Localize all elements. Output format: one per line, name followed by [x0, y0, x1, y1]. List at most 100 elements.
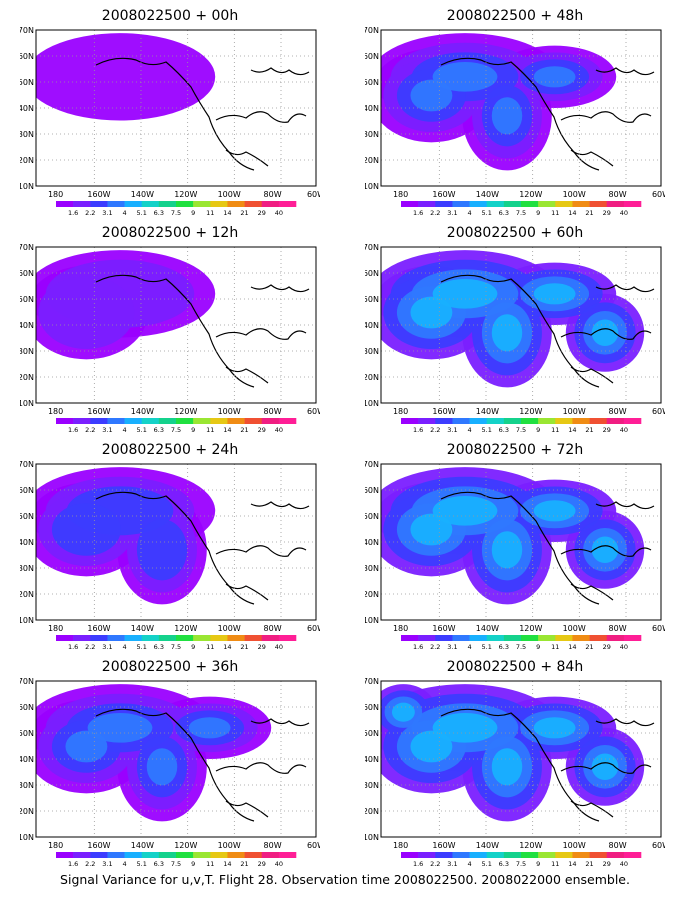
colorbar-swatch: [141, 201, 160, 207]
panel-title: 2008022500 + 00h: [101, 8, 239, 24]
colorbar-label: 3.1: [447, 426, 457, 434]
coastline: [250, 501, 310, 510]
variance-contour: [65, 730, 108, 763]
variance-contour: [491, 314, 523, 352]
colorbar-swatch: [623, 201, 642, 207]
variance-contour: [51, 503, 121, 556]
colorbar-swatch: [401, 635, 419, 641]
colorbar-swatch: [572, 418, 590, 424]
map-plot: 70N 60N 50N 40N 30N 20N 10N 180 160W 140W 120W 100W…: [365, 460, 665, 651]
colorbar-label: 7.5: [171, 643, 181, 651]
colorbar-label: 11: [206, 643, 214, 651]
colorbar-label: 21: [240, 643, 248, 651]
colorbar-swatch: [107, 418, 125, 424]
colorbar-swatch: [141, 852, 160, 858]
colorbar-label: 7.5: [516, 643, 526, 651]
coastline: [595, 718, 655, 727]
colorbar-label: 14: [223, 209, 231, 217]
lat-tick-label: 50N: [365, 295, 379, 304]
lat-tick-label: 60N: [365, 52, 379, 61]
variance-contour: [432, 712, 498, 743]
lon-tick-label: 160W: [432, 407, 455, 416]
lat-tick-label: 60N: [20, 486, 34, 495]
lon-tick-label: 120W: [519, 841, 542, 850]
colorbar-label: 1.6: [68, 643, 78, 651]
lon-tick-label: 80W: [609, 841, 627, 850]
variance-contour: [533, 500, 576, 522]
colorbar-label: 11: [206, 426, 214, 434]
colorbar-swatch: [227, 635, 245, 641]
colorbar-swatch: [623, 852, 642, 858]
lat-tick-label: 50N: [20, 295, 34, 304]
colorbar-label: 5.1: [137, 643, 147, 651]
colorbar-swatch: [555, 635, 573, 641]
colorbar-swatch: [521, 635, 539, 641]
colorbar-label: 2.2: [430, 209, 440, 217]
colorbar-swatch: [278, 201, 297, 207]
colorbar-swatch: [606, 635, 625, 641]
colorbar-swatch: [73, 852, 91, 858]
colorbar-label: 14: [568, 643, 576, 651]
coastline: [595, 284, 655, 293]
lon-tick-label: 60W: [652, 190, 665, 199]
colorbar-label: 6.3: [154, 209, 164, 217]
colorbar-label: 5.1: [482, 426, 492, 434]
colorbar-swatch: [486, 635, 505, 641]
colorbar-swatch: [158, 418, 177, 424]
lat-tick-label: 20N: [365, 156, 379, 165]
panel-12h: 2008022500 + 12h 70N 60N 50N 40N 30N 20N 10N 18…: [20, 225, 320, 435]
lon-tick-label: 80W: [609, 407, 627, 416]
lon-tick-label: 160W: [432, 190, 455, 199]
colorbar-swatch: [124, 635, 143, 641]
lat-tick-label: 30N: [365, 347, 379, 356]
lat-tick-label: 20N: [20, 807, 34, 816]
colorbar-label: 5.1: [137, 860, 147, 868]
coastline: [595, 501, 655, 510]
lat-tick-label: 60N: [20, 269, 34, 278]
colorbar-label: 1.6: [413, 426, 423, 434]
colorbar-swatch: [278, 852, 297, 858]
colorbar-swatch: [572, 852, 590, 858]
lat-tick-label: 10N: [365, 616, 379, 625]
coastline: [215, 762, 307, 774]
variance-contour: [410, 79, 453, 112]
variance-contour: [38, 276, 135, 350]
colorbar-swatch: [124, 418, 143, 424]
variance-contour: [146, 748, 178, 786]
lon-tick-label: 100W: [218, 407, 241, 416]
lon-tick-label: 180: [48, 407, 63, 416]
coastline: [215, 111, 307, 123]
coastline: [225, 583, 269, 601]
colorbar-swatch: [244, 418, 263, 424]
colorbar-label: 1.6: [413, 860, 423, 868]
lat-tick-label: 60N: [20, 703, 34, 712]
colorbar-swatch: [623, 418, 642, 424]
variance-contour: [410, 730, 453, 763]
lat-tick-label: 10N: [20, 399, 34, 408]
lon-tick-label: 120W: [174, 407, 197, 416]
colorbar-label: 2.2: [85, 426, 95, 434]
colorbar-swatch: [435, 635, 453, 641]
colorbar-label: 11: [551, 643, 559, 651]
colorbar-label: 29: [603, 643, 611, 651]
colorbar-swatch: [227, 852, 245, 858]
colorbar-swatch: [244, 635, 263, 641]
lon-tick-label: 140W: [476, 841, 499, 850]
colorbar-swatch: [452, 418, 470, 424]
colorbar-label: 29: [258, 209, 266, 217]
lat-tick-label: 10N: [20, 616, 34, 625]
colorbar-swatch: [521, 418, 539, 424]
colorbar-swatch: [555, 418, 573, 424]
variance-contour: [432, 278, 498, 309]
colorbar-label: 29: [258, 860, 266, 868]
lon-tick-label: 180: [48, 624, 63, 633]
colorbar-label: 9: [536, 860, 540, 868]
colorbar-label: 21: [240, 860, 248, 868]
plot-frame: [380, 29, 662, 187]
colorbar-label: 1.6: [68, 860, 78, 868]
colorbar-swatch: [210, 418, 228, 424]
colorbar-swatch: [90, 852, 108, 858]
variance-contour: [533, 283, 576, 305]
lon-tick-label: 60W: [307, 624, 320, 633]
colorbar-swatch: [401, 201, 419, 207]
